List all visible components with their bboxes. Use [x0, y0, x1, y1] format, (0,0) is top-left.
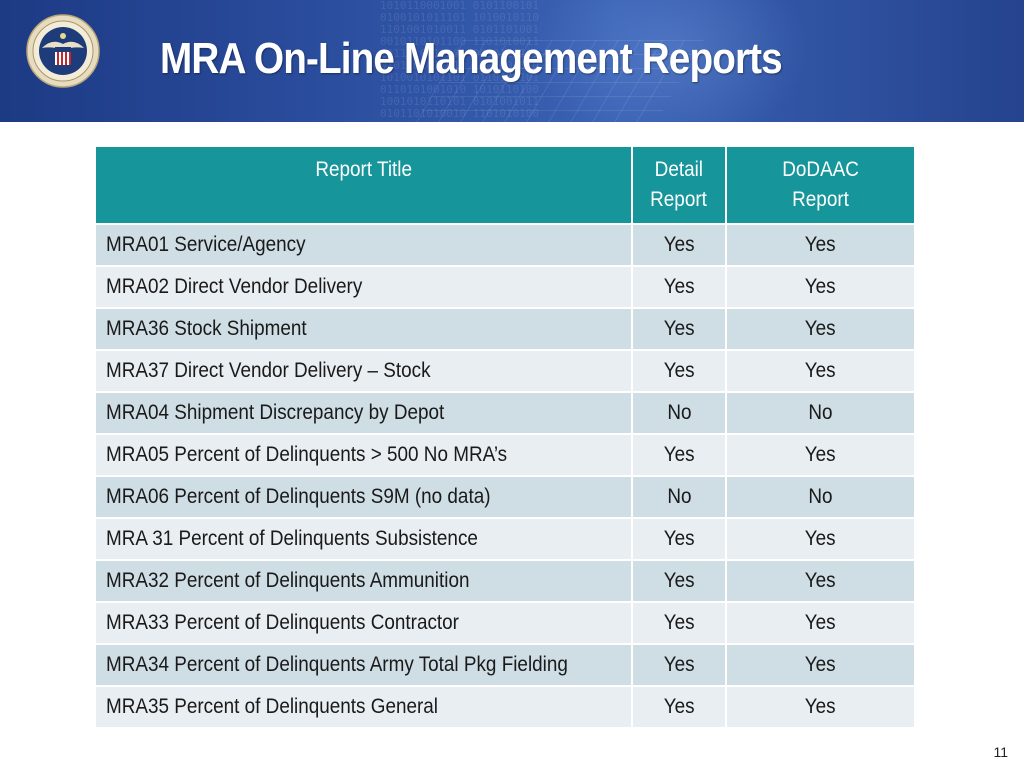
report-title-cell: MRA33 Percent of Delinquents Contractor — [94, 601, 633, 645]
detail-report-cell: Yes — [631, 517, 727, 561]
detail-report-cell: Yes — [631, 643, 727, 687]
dodaac-report-cell: Yes — [725, 223, 916, 267]
detail-report-cell: Yes — [631, 559, 727, 603]
table-row: MRA 31 Percent of Delinquents Subsistenc… — [94, 517, 916, 561]
slide-header: 1010110001001 0101100101 0100101011101 1… — [0, 0, 1024, 122]
table-row: MRA32 Percent of Delinquents Ammunition … — [94, 559, 916, 603]
header-glow — [520, 0, 820, 122]
dodaac-report-cell: No — [725, 475, 916, 519]
report-title-cell: MRA02 Direct Vendor Delivery — [94, 265, 633, 309]
table-row: MRA37 Direct Vendor Delivery – Stock Yes… — [94, 349, 916, 393]
report-title-cell: MRA05 Percent of Delinquents > 500 No MR… — [94, 433, 633, 477]
table-row: MRA04 Shipment Discrepancy by Depot No N… — [94, 391, 916, 435]
page-number: 11 — [993, 744, 1008, 760]
dodaac-report-cell: Yes — [725, 265, 916, 309]
table-row: MRA05 Percent of Delinquents > 500 No MR… — [94, 433, 916, 477]
detail-report-cell: No — [631, 391, 727, 435]
table-row: MRA36 Stock Shipment Yes Yes — [94, 307, 916, 351]
header-binary-decoration: 1010110001001 0101100101 0100101011101 1… — [380, 0, 539, 120]
dodaac-report-cell: Yes — [725, 349, 916, 393]
dodaac-report-cell: Yes — [725, 601, 916, 645]
detail-report-cell: Yes — [631, 601, 727, 645]
detail-report-cell: Yes — [631, 265, 727, 309]
table-header-row: Report Title Detail Report DoDAAC Report — [94, 145, 916, 225]
table-row: MRA01 Service/Agency Yes Yes — [94, 223, 916, 267]
report-title-cell: MRA01 Service/Agency — [94, 223, 633, 267]
table-row: MRA02 Direct Vendor Delivery Yes Yes — [94, 265, 916, 309]
table-row: MRA33 Percent of Delinquents Contractor … — [94, 601, 916, 645]
dodaac-report-cell: No — [725, 391, 916, 435]
report-title-cell: MRA34 Percent of Delinquents Army Total … — [94, 643, 633, 687]
table-row: MRA06 Percent of Delinquents S9M (no dat… — [94, 475, 916, 519]
detail-report-cell: Yes — [631, 223, 727, 267]
page-title: MRA On-Line Management Reports — [160, 34, 783, 83]
column-header-detail-report: Detail Report — [631, 145, 727, 225]
dodaac-report-cell: Yes — [725, 307, 916, 351]
dodaac-report-cell: Yes — [725, 559, 916, 603]
detail-report-cell: Yes — [631, 349, 727, 393]
reports-table: Report Title Detail Report DoDAAC Report… — [94, 145, 916, 729]
dodaac-report-cell: Yes — [725, 643, 916, 687]
report-title-cell: MRA36 Stock Shipment — [94, 307, 633, 351]
report-title-cell: MRA06 Percent of Delinquents S9M (no dat… — [94, 475, 633, 519]
table-row: MRA34 Percent of Delinquents Army Total … — [94, 643, 916, 687]
detail-report-cell: No — [631, 475, 727, 519]
column-header-report-title: Report Title — [94, 145, 633, 225]
table-row: MRA35 Percent of Delinquents General Yes… — [94, 685, 916, 729]
dod-seal-icon — [26, 14, 100, 88]
detail-report-cell: Yes — [631, 433, 727, 477]
report-title-cell: MRA32 Percent of Delinquents Ammunition — [94, 559, 633, 603]
report-title-cell: MRA04 Shipment Discrepancy by Depot — [94, 391, 633, 435]
column-header-dodaac-report: DoDAAC Report — [725, 145, 916, 225]
report-title-cell: MRA37 Direct Vendor Delivery – Stock — [94, 349, 633, 393]
detail-report-cell: Yes — [631, 685, 727, 729]
detail-report-cell: Yes — [631, 307, 727, 351]
dodaac-report-cell: Yes — [725, 517, 916, 561]
report-title-cell: MRA35 Percent of Delinquents General — [94, 685, 633, 729]
dodaac-report-cell: Yes — [725, 685, 916, 729]
report-title-cell: MRA 31 Percent of Delinquents Subsistenc… — [94, 517, 633, 561]
dodaac-report-cell: Yes — [725, 433, 916, 477]
